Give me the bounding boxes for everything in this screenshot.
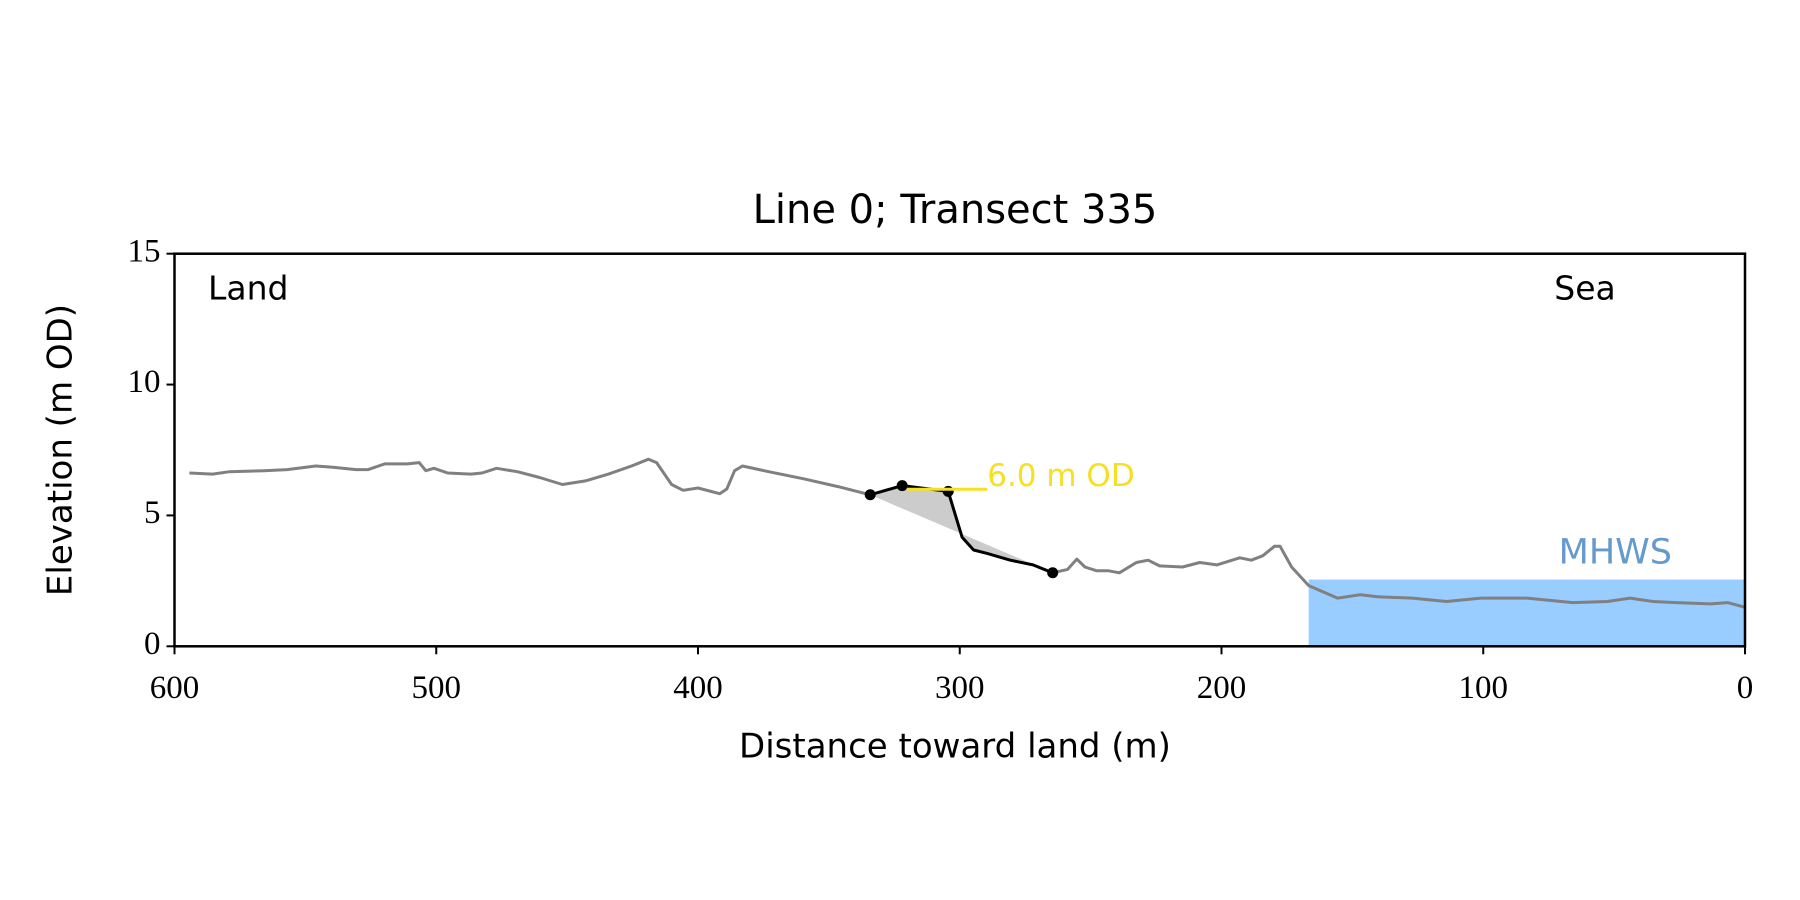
x-axis-label: Distance toward land (m)	[739, 727, 1171, 767]
mhws-label: MHWS	[1559, 533, 1672, 573]
point	[942, 485, 954, 497]
y-tick-label: 15	[128, 233, 161, 269]
x-tick-label: 300	[935, 670, 985, 706]
series-line	[869, 484, 1054, 575]
x-tick-label: 100	[1459, 670, 1509, 706]
point	[864, 489, 876, 501]
mhws-area	[1308, 579, 1745, 647]
x-tick-label: 600	[150, 670, 200, 706]
land-label: Land	[208, 269, 288, 308]
x-tick-label: 500	[412, 670, 462, 706]
y-tick-label: 10	[128, 364, 161, 400]
point	[896, 480, 908, 492]
x-tick-label: 400	[673, 670, 723, 706]
x-tick-label: 200	[1197, 670, 1247, 706]
point	[1047, 567, 1059, 579]
cliff-fill	[870, 485, 1053, 573]
chart-title: Line 0; Transect 335	[753, 187, 1158, 233]
y-axis-label: Elevation (m OD)	[41, 304, 81, 596]
level-label: 6.0 m OD	[987, 458, 1134, 494]
x-tick-label: 0	[1737, 670, 1754, 706]
y-tick-label: 5	[144, 495, 161, 531]
sea-label: Sea	[1554, 269, 1615, 308]
y-tick-label: 0	[144, 626, 161, 662]
series-line	[189, 457, 1746, 609]
